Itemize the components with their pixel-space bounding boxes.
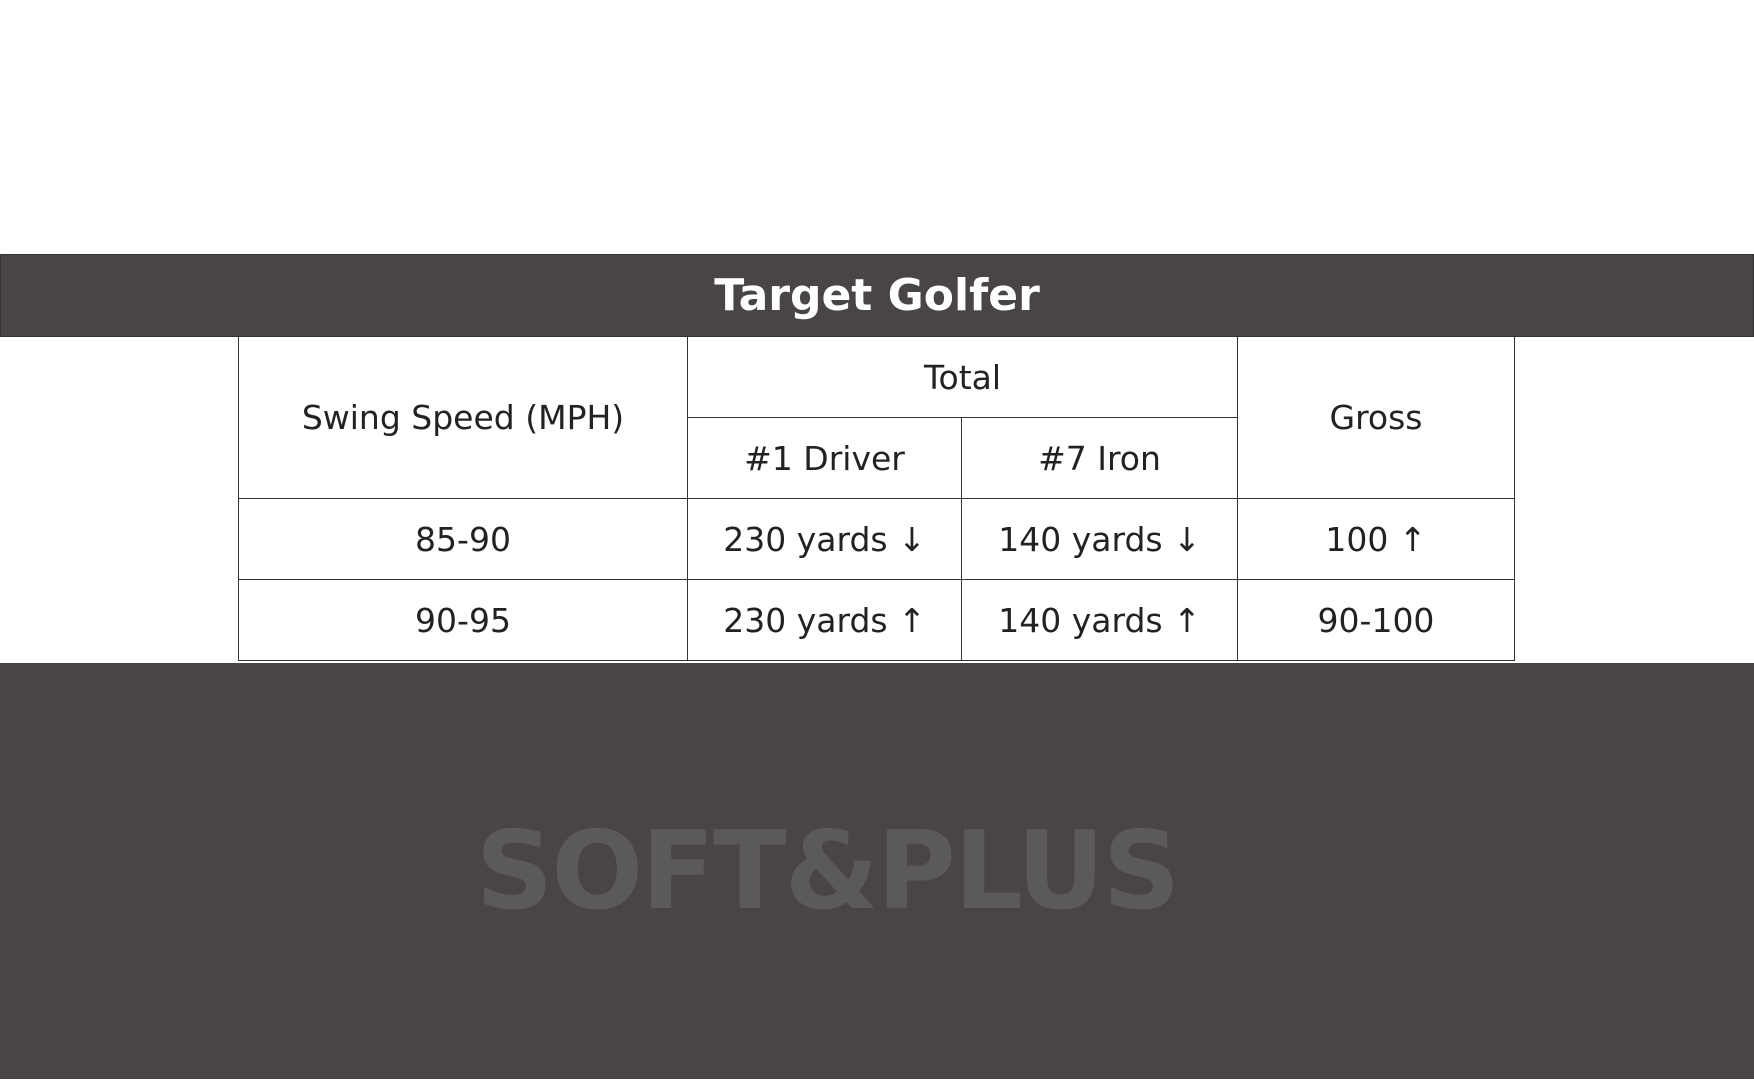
cell: 140 yards ↓ [961, 498, 1238, 580]
footer-panel: SOFT&PLUS [0, 663, 1754, 1079]
header-cell: Swing Speed (MPH) [238, 336, 688, 499]
header-cell: Total [687, 336, 1238, 418]
golfer-table: Swing Speed (MPH) Total Gross #1 Driver … [238, 336, 1515, 661]
header-cell: #1 Driver [687, 417, 962, 499]
cell: 85-90 [238, 498, 688, 580]
header-cell: #7 Iron [961, 417, 1238, 499]
header-cell: Gross [1237, 336, 1515, 499]
watermark: SOFT&PLUS [475, 808, 1181, 934]
cell: 230 yards ↑ [687, 579, 962, 661]
title-bar: Target Golfer [0, 254, 1754, 337]
cell: 100 ↑ [1237, 498, 1515, 580]
cell: 230 yards ↓ [687, 498, 962, 580]
cell: 90-100 [1237, 579, 1515, 661]
cell: 90-95 [238, 579, 688, 661]
cell: 140 yards ↑ [961, 579, 1238, 661]
title: Target Golfer [714, 270, 1040, 321]
